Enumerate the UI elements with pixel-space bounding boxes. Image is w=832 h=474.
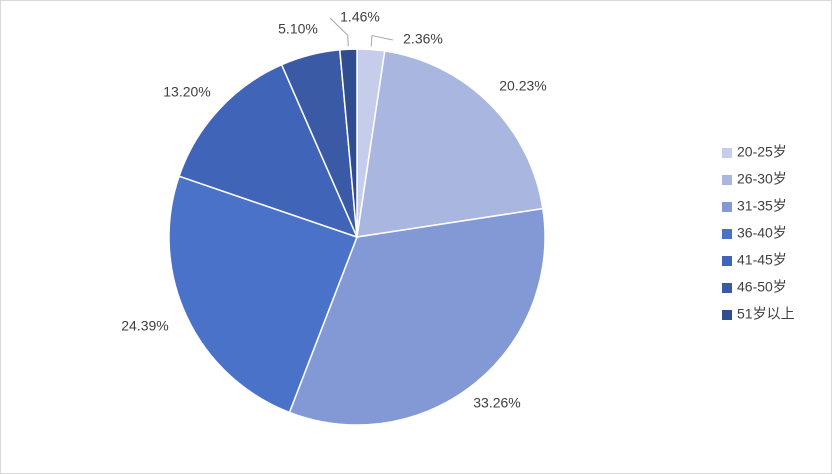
legend-label: 41-45岁 <box>737 252 787 268</box>
legend-swatch <box>722 310 732 320</box>
legend-label: 31-35岁 <box>737 198 787 214</box>
legend-label: 51岁以上 <box>737 306 795 322</box>
legend-label: 36-40岁 <box>737 225 787 241</box>
legend-swatch <box>722 229 732 239</box>
pie-slice <box>338 48 358 238</box>
data-label: 33.26% <box>473 395 520 411</box>
data-label: 1.46% <box>340 9 380 25</box>
legend-swatch <box>722 148 732 158</box>
data-label: 5.10% <box>278 21 318 37</box>
pie-slice <box>178 63 359 239</box>
data-label: 13.20% <box>163 84 210 100</box>
legend-swatch <box>722 256 732 266</box>
legend-swatch <box>722 202 732 212</box>
data-label: 20.23% <box>499 78 546 94</box>
legend-label: 46-50岁 <box>737 279 787 295</box>
pie-slice <box>356 50 544 238</box>
pie-slice <box>168 175 358 414</box>
leader-line <box>370 34 394 47</box>
legend-swatch <box>722 283 732 293</box>
pie-slice <box>288 207 546 426</box>
data-label: 24.39% <box>121 318 168 334</box>
legend-label: 20-25岁 <box>737 144 787 160</box>
legend-swatch <box>722 175 732 185</box>
leader-line <box>329 17 349 47</box>
legend-label: 26-30岁 <box>737 171 787 187</box>
data-label: 2.36% <box>403 31 443 47</box>
